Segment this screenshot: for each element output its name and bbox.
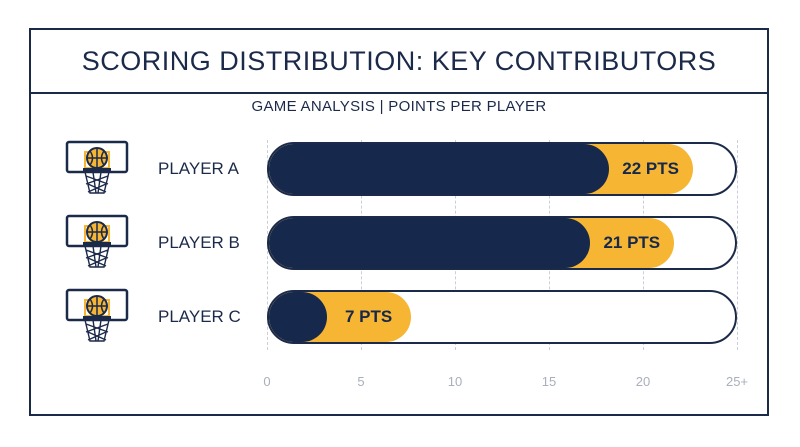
player-label: PLAYER C [158, 307, 241, 326]
bar-track: 7 PTS [267, 290, 737, 344]
basketball-hoop-icon [65, 214, 129, 270]
bar-value-label: 21 PTS [603, 233, 661, 252]
x-tick-label: 20 [635, 374, 651, 389]
bar-track: 22 PTS [267, 142, 737, 196]
player-label: PLAYER A [158, 159, 239, 178]
bar [269, 144, 609, 194]
bar-value-label: 22 PTS [622, 159, 679, 178]
chart-subtitle: GAME ANALYSIS | POINTS PER PLAYER [251, 98, 547, 115]
chart-title: SCORING DISTRIBUTION: KEY CONTRIBUTORS [31, 30, 767, 94]
basketball-hoop-icon [65, 140, 129, 196]
bar-track: 21 PTS [267, 216, 737, 270]
gridline [737, 140, 738, 350]
x-tick-label: 15 [541, 374, 557, 389]
x-tick-label: 0 [263, 374, 271, 389]
x-tick-label: 25+ [725, 374, 749, 389]
bar [269, 218, 590, 268]
bar [269, 292, 327, 342]
player-label: PLAYER B [158, 233, 240, 252]
bar-value-label: 7 PTS [344, 307, 393, 326]
chart-frame: SCORING DISTRIBUTION: KEY CONTRIBUTORS G… [29, 28, 769, 416]
x-tick-label: 10 [447, 374, 463, 389]
basketball-hoop-icon [65, 288, 129, 344]
x-tick-label: 5 [357, 374, 365, 389]
